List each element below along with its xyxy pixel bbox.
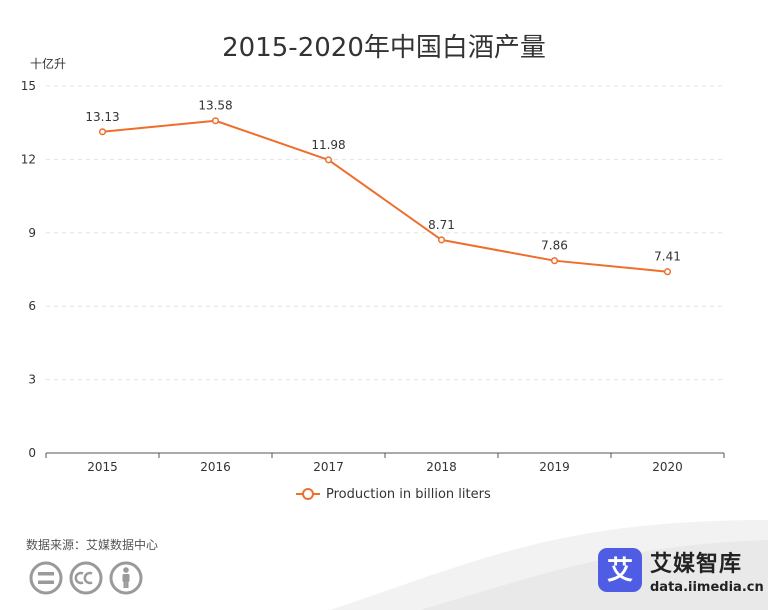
data-labels: 13.13 13.58 11.98 8.71 7.86 7.41: [85, 99, 681, 264]
brand-logo-char: 艾: [607, 556, 633, 586]
y-tick-label: 15: [21, 79, 36, 93]
data-point: [324, 156, 333, 164]
y-tick-label: 0: [28, 446, 36, 460]
data-label: 13.13: [85, 110, 119, 124]
data-point: [437, 236, 446, 244]
brand-logo: 艾 艾媒智库 data.iimedia.cn: [598, 546, 764, 595]
y-axis-unit-label: 十亿升: [30, 56, 66, 71]
y-tick-label: 9: [28, 226, 36, 240]
brand-logo-icon: 艾: [598, 548, 642, 592]
series-line: [102, 119, 668, 273]
data-point: [98, 128, 107, 136]
brand-name: 艾媒智库: [650, 551, 743, 577]
cc-person-icon: [109, 561, 143, 595]
legend-circle-marker: [302, 488, 314, 500]
data-label: 11.98: [311, 138, 345, 152]
x-tick-label: 2018: [426, 460, 457, 474]
y-tick-label: 12: [21, 152, 36, 166]
data-point: [211, 117, 220, 125]
x-tick-label: 2016: [200, 460, 231, 474]
legend-label: Production in billion liters: [326, 487, 491, 502]
y-tick-label: 3: [28, 373, 36, 387]
cc-equals-icon: [29, 561, 63, 595]
background-swoosh-light: [420, 540, 768, 610]
x-tick-label: 2015: [87, 460, 118, 474]
data-label: 7.86: [541, 239, 568, 253]
chart-title: 2015-2020年中国白酒产量: [222, 33, 546, 63]
brand-url: data.iimedia.cn: [650, 579, 764, 595]
x-axis-ticks: 2015 2016 2017 2018 2019 2020: [45, 453, 725, 474]
x-tick-label: 2019: [539, 460, 570, 474]
legend[interactable]: Production in billion liters: [296, 487, 491, 502]
data-label: 8.71: [428, 218, 455, 232]
data-point: [550, 257, 559, 265]
series-production: [98, 117, 672, 276]
y-tick-label: 6: [28, 299, 36, 313]
cc-cc-icon: [69, 561, 103, 595]
license-icons: [28, 560, 148, 600]
data-label: 7.41: [654, 250, 681, 264]
y-axis-ticks: 0 3 6 9 12 15: [21, 79, 36, 460]
data-label: 13.58: [198, 99, 232, 113]
grid-lines: [46, 85, 724, 381]
x-tick-label: 2017: [313, 460, 344, 474]
data-point: [663, 268, 672, 276]
x-tick-label: 2020: [652, 460, 683, 474]
data-source-note: 数据来源：艾媒数据中心: [26, 538, 159, 552]
